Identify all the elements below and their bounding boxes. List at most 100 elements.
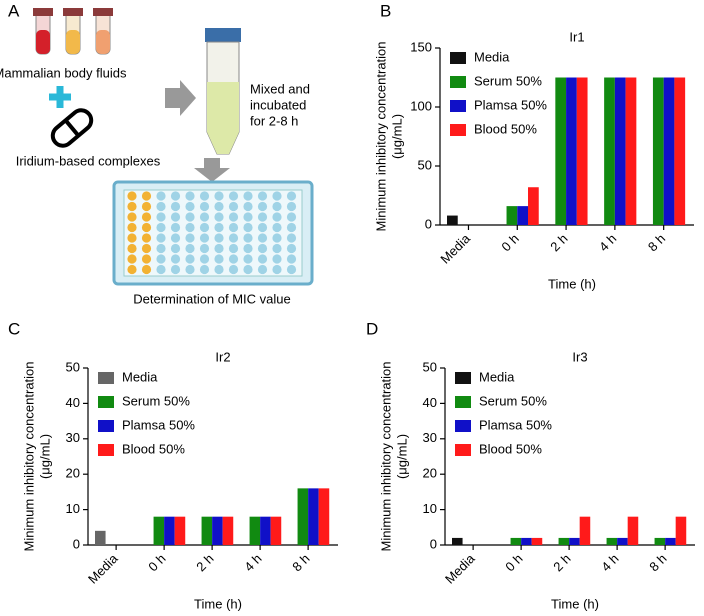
panel-a: A Mammalian body fluids Iridium-based co… — [0, 1, 314, 306]
well — [185, 212, 195, 222]
well — [170, 254, 181, 264]
arrow — [165, 80, 196, 116]
y-tick-label: 30 — [66, 430, 80, 445]
y-tick-label: 150 — [410, 39, 432, 54]
x-tick-label: Media — [85, 550, 121, 586]
y-tick-label: 50 — [423, 359, 437, 374]
bar — [308, 488, 319, 545]
bar — [531, 537, 543, 545]
bar — [663, 77, 675, 225]
well — [141, 191, 152, 201]
well — [127, 264, 137, 275]
well — [170, 264, 181, 275]
well — [185, 233, 195, 243]
well — [272, 254, 282, 264]
well-plate — [112, 180, 314, 286]
well — [199, 201, 210, 212]
x-tick-label: 0 h — [502, 551, 525, 574]
bar — [174, 516, 186, 545]
legend-swatch — [455, 444, 471, 456]
bar — [614, 77, 626, 225]
legend-label: Serum 50% — [122, 393, 190, 408]
well — [272, 233, 282, 243]
well — [272, 191, 282, 201]
well — [214, 254, 224, 264]
pill-icon — [50, 108, 94, 148]
legend-label: Media — [122, 369, 158, 384]
bar — [212, 516, 223, 545]
well — [141, 222, 152, 233]
legend-swatch — [98, 420, 114, 432]
x-tick-label: 8 h — [646, 551, 669, 574]
legend-swatch — [450, 124, 466, 136]
bar — [517, 206, 529, 225]
well — [185, 191, 195, 201]
bar — [652, 77, 664, 225]
bar — [510, 537, 522, 545]
well — [199, 222, 210, 233]
x-tick-label: 2 h — [193, 551, 216, 574]
legend-swatch — [98, 444, 114, 456]
well — [156, 201, 166, 212]
well — [127, 212, 137, 222]
bar — [447, 215, 458, 225]
legend-label: Blood 50% — [474, 121, 537, 136]
well — [199, 264, 210, 275]
bar — [555, 77, 567, 225]
y-axis-label: Minimum inhibitory concentration — [378, 361, 393, 551]
well — [214, 243, 224, 254]
well — [141, 212, 152, 222]
well — [156, 254, 166, 264]
x-tick-label: 4 h — [596, 231, 619, 254]
well — [185, 264, 195, 275]
well — [286, 212, 297, 222]
chart: C Ir2 Minimum inhibitory concentration (μg/… — [8, 319, 338, 611]
bar — [674, 77, 686, 225]
well — [228, 233, 239, 243]
panel-label: D — [366, 319, 378, 338]
bar — [95, 530, 106, 545]
legend-swatch — [450, 100, 466, 112]
bar — [654, 537, 666, 545]
well — [185, 222, 195, 233]
y-axis-label: (μg/mL) — [394, 434, 409, 479]
bar — [222, 516, 234, 545]
legend-swatch — [455, 372, 471, 384]
falcon-tube — [205, 28, 241, 155]
bar — [164, 516, 175, 545]
well — [272, 222, 282, 233]
well — [257, 254, 268, 264]
y-axis-label: Minimum inhibitory concentration — [373, 41, 388, 231]
legend-label: Serum 50% — [479, 393, 547, 408]
well — [228, 212, 239, 222]
well — [127, 191, 137, 201]
well — [214, 233, 224, 243]
panel-label: C — [8, 319, 20, 338]
well — [286, 264, 297, 275]
bar — [506, 206, 518, 225]
y-tick-label: 0 — [425, 216, 432, 231]
legend-label: Blood 50% — [122, 441, 185, 456]
well — [156, 264, 166, 275]
bar — [675, 516, 687, 545]
well — [243, 243, 253, 254]
well — [170, 233, 181, 243]
bar — [201, 516, 213, 545]
bar — [270, 516, 282, 545]
x-tick-label: 2 h — [547, 231, 570, 254]
x-tick-label: 0 h — [145, 551, 168, 574]
fluids-label: Mammalian body fluids — [0, 65, 127, 80]
y-tick-label: 20 — [66, 466, 80, 481]
y-tick-label: 100 — [410, 98, 432, 113]
well — [243, 233, 253, 243]
y-tick-label: 0 — [430, 536, 437, 551]
well — [257, 222, 268, 233]
well — [243, 264, 253, 275]
well — [228, 243, 239, 254]
y-tick-label: 50 — [418, 157, 432, 172]
y-axis-label: Minimum inhibitory concentration — [21, 361, 36, 551]
bar — [579, 516, 591, 545]
well — [199, 233, 210, 243]
bar — [606, 537, 618, 545]
legend-swatch — [450, 76, 466, 88]
